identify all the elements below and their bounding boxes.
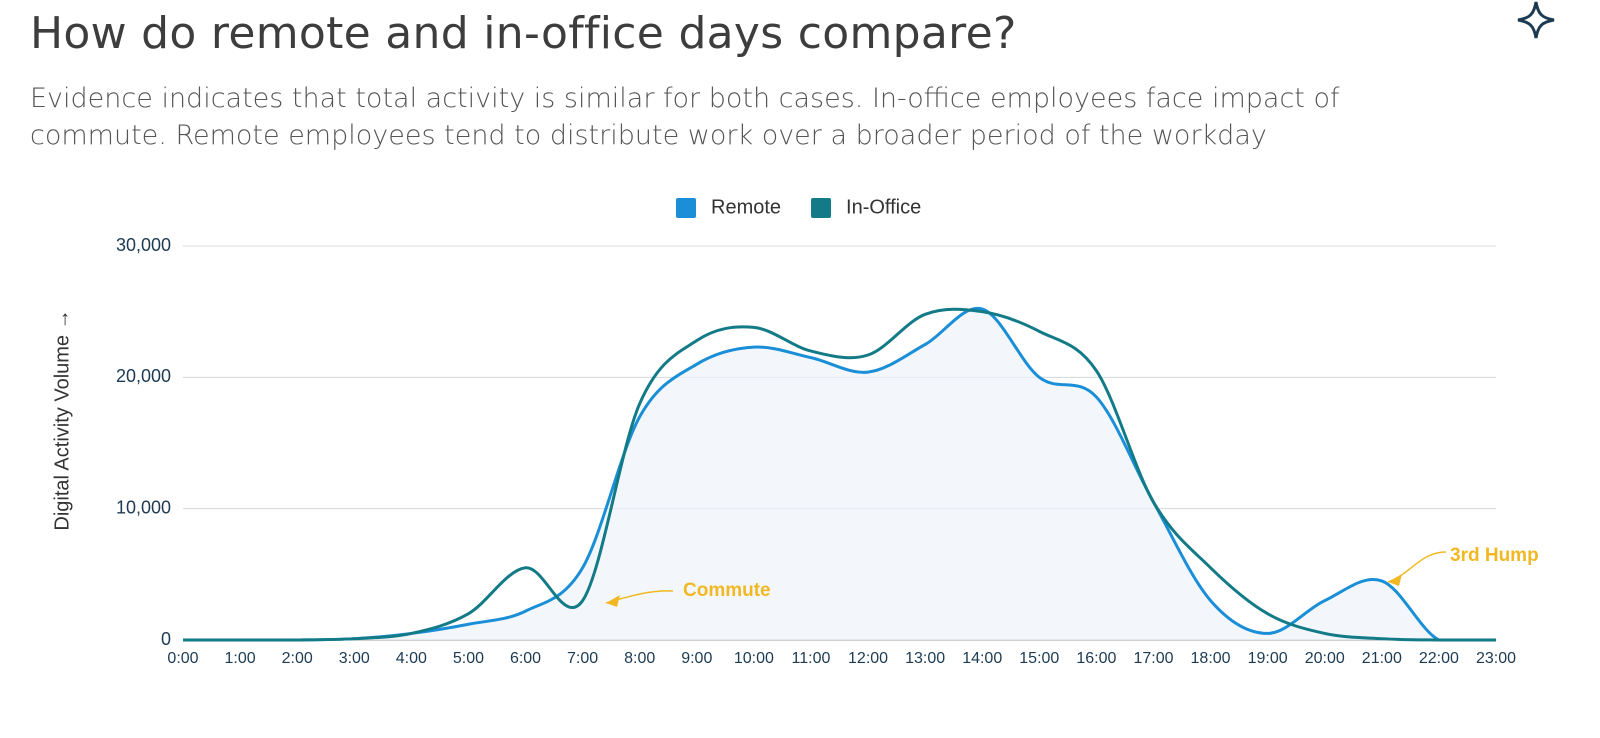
series-line <box>182 307 1496 642</box>
x-tick-label: 1:00 <box>225 650 256 667</box>
x-tick-label: 4:00 <box>396 650 427 667</box>
x-tick-label: 11:00 <box>792 650 831 667</box>
y-tick-label: 10,000 <box>116 497 171 517</box>
x-tick-label: 10:00 <box>734 650 774 667</box>
legend-swatch <box>811 198 832 218</box>
x-tick-label: 22:00 <box>1419 650 1459 667</box>
title: How do remote and in-office days compare… <box>30 8 1017 59</box>
x-tick-label: 8:00 <box>624 650 655 667</box>
x-tick-label: 23:00 <box>1476 650 1516 667</box>
x-tick-label: 18:00 <box>1191 650 1231 667</box>
x-tick-label: 5:00 <box>453 650 484 667</box>
x-tick-label: 19:00 <box>1248 650 1288 667</box>
x-tick-label: 0:00 <box>167 650 198 667</box>
y-axis-label: Digital Activity Volume → <box>51 309 73 530</box>
x-tick-label: 6:00 <box>510 650 541 667</box>
x-tick-label: 20:00 <box>1305 650 1345 667</box>
x-tick-label: 16:00 <box>1076 650 1116 667</box>
annotation-arrowhead <box>606 595 620 607</box>
annotation: 3rd Hump <box>1450 545 1539 566</box>
x-tick-label: 9:00 <box>681 650 712 667</box>
x-tick-label: 2:00 <box>282 650 313 667</box>
area <box>183 308 1496 640</box>
subtitle: Evidence indicates that total activity i… <box>30 83 1340 151</box>
x-tick-label: 15:00 <box>1019 650 1059 667</box>
legend-label: In-Office <box>846 196 921 218</box>
x-tick-label: 14:00 <box>962 650 1002 667</box>
legend-swatch <box>676 198 696 218</box>
y-tick-label: 20,000 <box>116 366 171 386</box>
x-tick-label: 17:00 <box>1133 650 1173 667</box>
x-tick-label: 7:00 <box>567 650 598 667</box>
y-tick-label: 0 <box>161 629 171 649</box>
x-tick-label: 13:00 <box>905 650 945 667</box>
annotation-arrowhead <box>1388 574 1402 586</box>
x-tick-label: 3:00 <box>339 650 370 667</box>
x-tick-label: 21:00 <box>1362 650 1402 667</box>
y-tick-label: 30,000 <box>116 235 171 255</box>
sparkle-icon[interactable] <box>1517 1 1555 39</box>
annotation: Commute <box>683 580 771 601</box>
legend-label: Remote <box>711 196 781 218</box>
x-tick-label: 12:00 <box>848 650 888 667</box>
